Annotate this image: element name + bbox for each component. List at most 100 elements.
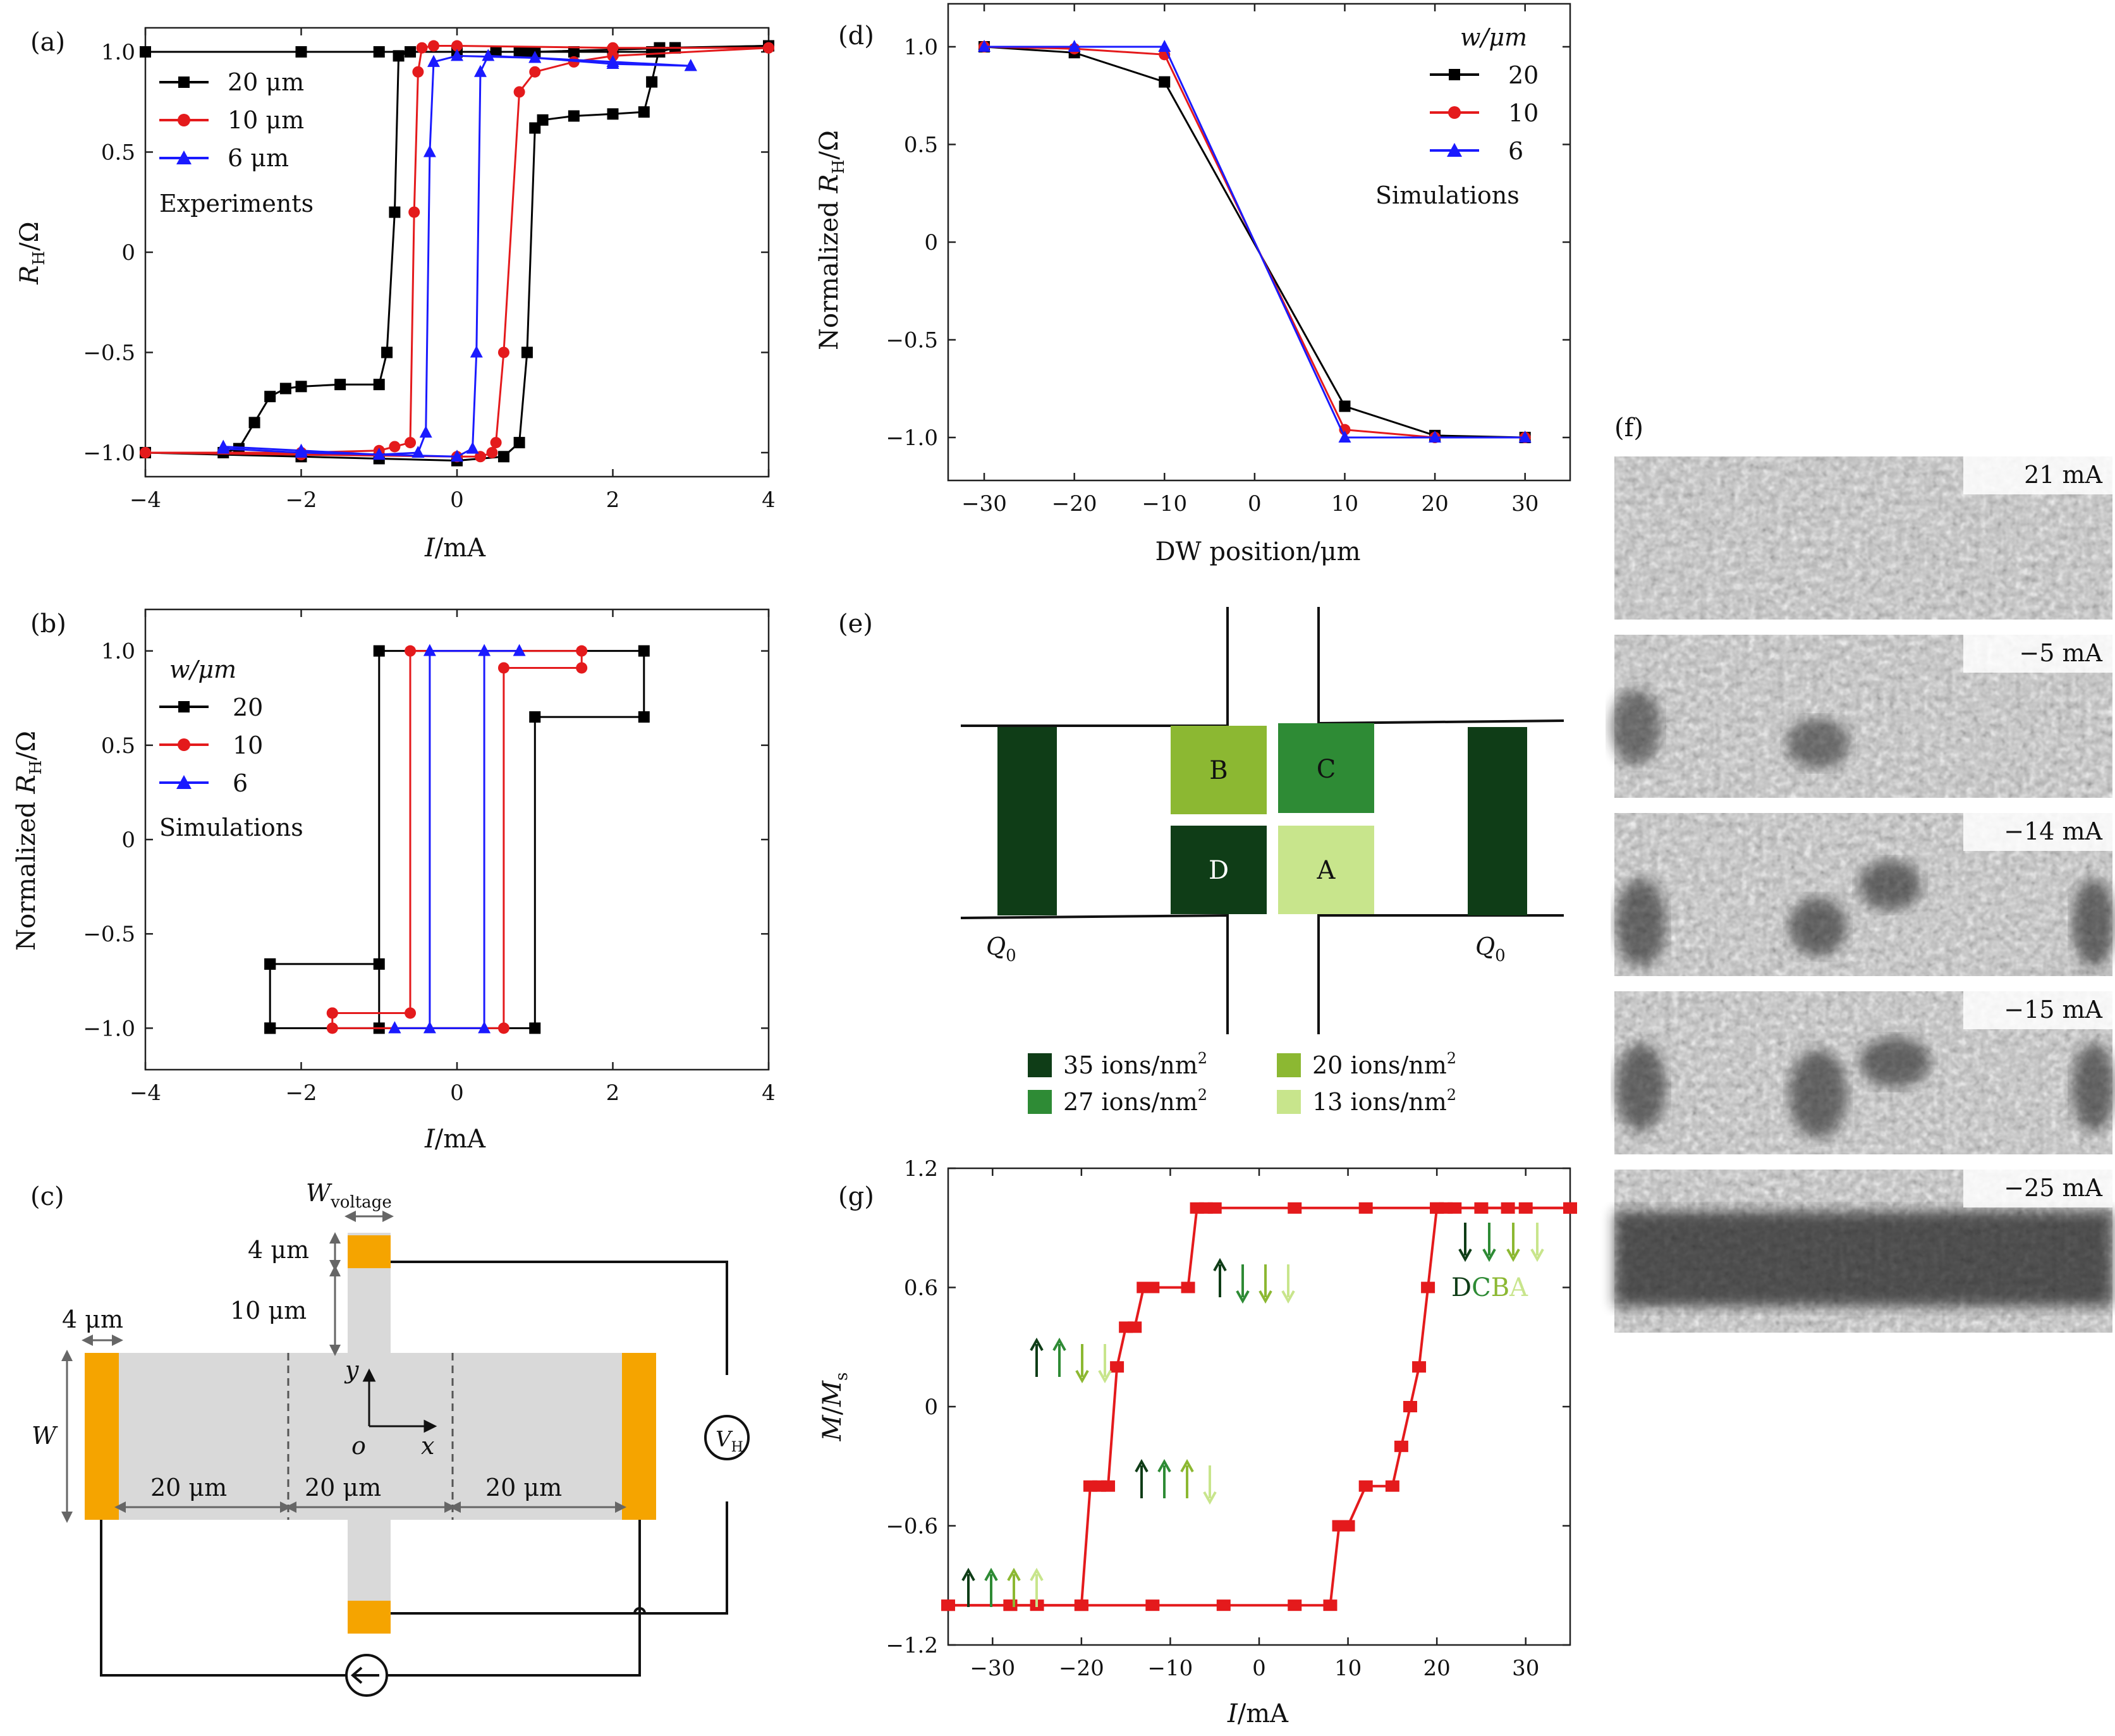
- chart-a-legend-20: 20 μm: [228, 68, 304, 96]
- panel-label-e: (e): [838, 609, 873, 639]
- chart-a-legend-10: 10 μm: [228, 106, 304, 134]
- panel-f-kerr-images: (f) 21 mA −5 mA −14 mA: [1611, 413, 2115, 1333]
- y-tick-label: 1.2: [904, 1156, 938, 1182]
- chart-g-frame: [947, 1167, 1571, 1646]
- data-point: [217, 439, 230, 452]
- data-point: [529, 711, 541, 723]
- data-point: [576, 645, 588, 657]
- label-w-voltage: Wvoltage: [306, 1179, 392, 1212]
- data-point: [513, 437, 525, 449]
- legend-27: 27 ions/nm2: [1063, 1086, 1207, 1116]
- chart-g: (g) −30 −20 −10 0 10 20 30 1.2 0.6 0 −0.6 −1.2 I/m…: [818, 1156, 1577, 1728]
- y-tick-label: 0.5: [904, 132, 938, 157]
- data-point: [1128, 1321, 1142, 1333]
- voltage-electrode-top: [348, 1235, 391, 1268]
- data-point: [490, 46, 502, 58]
- chart-b-xticks: −4 −2 0 2 4: [130, 609, 776, 1106]
- kerr-label-4: −15 mA: [2004, 996, 2102, 1024]
- data-point: [416, 42, 428, 54]
- data-point: [1358, 1202, 1373, 1214]
- data-point: [326, 1007, 338, 1019]
- y-tick-label: 0.5: [101, 733, 135, 759]
- data-point: [1145, 1599, 1160, 1611]
- data-point: [1323, 1599, 1338, 1611]
- data-point: [373, 958, 385, 970]
- y-tick-label: 0.5: [101, 140, 135, 166]
- data-point: [381, 346, 393, 358]
- data-point: [646, 76, 658, 88]
- chart-d-legend-6: 6: [1508, 137, 1523, 165]
- spin-group-3: [1030, 1337, 1112, 1384]
- spin-group-topright: [1458, 1223, 1544, 1262]
- y-tick-label: −1.0: [83, 441, 135, 466]
- panel-label-f: (f): [1614, 413, 1643, 443]
- panel-label-c: (c): [30, 1182, 64, 1211]
- data-point: [1358, 1480, 1373, 1492]
- data-point: [638, 711, 650, 723]
- data-point: [529, 122, 541, 134]
- series-line-g-1: [948, 1206, 1570, 1607]
- data-point: [451, 40, 463, 52]
- data-point: [408, 206, 420, 218]
- data-point: [607, 42, 619, 54]
- kerr-label-5: −25 mA: [2004, 1174, 2102, 1202]
- chart-a-xticks: −4 −2 0 2 4: [130, 28, 776, 513]
- data-point: [373, 379, 385, 391]
- chart-b: (b) −4 −2 0 2 4 1.0 0.5 0 −0.5 −1.0 I/mA Normali…: [12, 608, 776, 1154]
- data-point: [576, 662, 588, 674]
- data-point: [405, 645, 417, 657]
- data-point: [405, 46, 417, 58]
- dimension-arrows: [61, 1211, 626, 1523]
- label-seg1: 20 μm: [150, 1474, 227, 1501]
- data-point: [1181, 1281, 1195, 1293]
- data-point: [373, 645, 385, 657]
- chart-d-legend-title: w/μm: [1460, 23, 1527, 51]
- y-tick-label: −0.6: [886, 1514, 938, 1539]
- data-point: [140, 446, 151, 458]
- data-point: [1448, 1202, 1462, 1214]
- x-tick-label: 0: [450, 487, 464, 513]
- spin-group-4: [1135, 1458, 1217, 1505]
- data-point: [1394, 1440, 1408, 1452]
- data-point: [1003, 1599, 1018, 1611]
- data-point: [606, 57, 619, 70]
- data-point: [389, 206, 401, 218]
- data-point: [497, 662, 509, 674]
- data-point: [248, 417, 260, 429]
- data-point: [326, 1022, 338, 1034]
- chart-d-ylabel: Normalized RH/Ω: [815, 130, 848, 350]
- y-tick-label: −1.0: [886, 425, 938, 451]
- chart-b-yticks: 1.0 0.5 0 −0.5 −1.0: [83, 639, 769, 1041]
- data-point: [513, 86, 525, 98]
- label-10um: 10 μm: [230, 1297, 307, 1324]
- legend-35: 35 ions/nm2: [1063, 1049, 1207, 1079]
- data-point: [295, 381, 307, 393]
- y-tick-label: 0.6: [904, 1276, 938, 1301]
- data-point: [1338, 431, 1351, 443]
- voltmeter-icon: [704, 1415, 750, 1460]
- region-q0-right: [1468, 727, 1527, 915]
- region-c: [1278, 723, 1374, 813]
- data-point: [264, 1022, 276, 1034]
- data-point: [497, 451, 509, 463]
- kerr-label-1: 21 mA: [2024, 461, 2102, 489]
- data-point: [521, 346, 533, 358]
- data-point: [478, 644, 491, 656]
- data-point: [466, 441, 479, 454]
- data-point: [1412, 1361, 1427, 1373]
- panel-e-device-regions: (e) B C D A Q0 Q0 35 ions/nm2 20 ions/nm…: [838, 607, 1564, 1116]
- x-tick-label: −30: [961, 491, 1007, 517]
- data-point: [474, 451, 486, 463]
- data-point: [607, 108, 619, 120]
- x-tick-label: 4: [762, 1080, 776, 1106]
- data-point: [638, 645, 650, 657]
- x-tick-label: 10: [1331, 491, 1358, 517]
- data-point: [482, 49, 495, 61]
- y-tick-label: −0.5: [83, 922, 135, 947]
- data-point: [1288, 1599, 1302, 1611]
- kerr-image-2: −5 mA: [1611, 635, 2112, 798]
- data-point: [1429, 431, 1442, 443]
- data-point: [1158, 39, 1171, 52]
- y-tick-label: 1.0: [904, 35, 938, 60]
